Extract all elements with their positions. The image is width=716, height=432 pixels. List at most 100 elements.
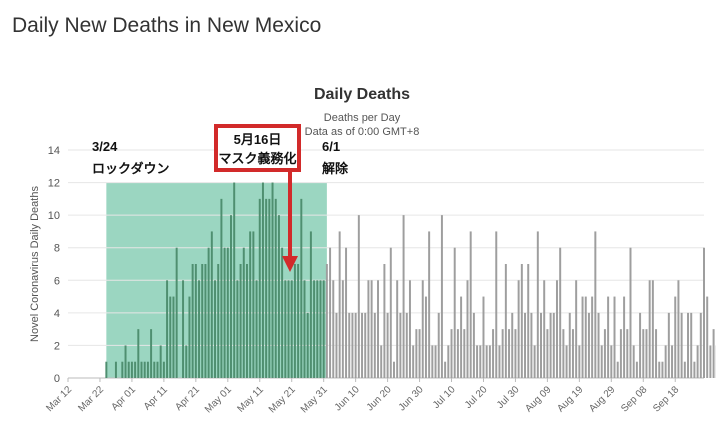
bar <box>303 280 306 378</box>
bar <box>271 182 274 378</box>
bar <box>543 280 546 378</box>
bar <box>124 345 127 378</box>
bar <box>290 280 293 378</box>
bar <box>370 280 373 378</box>
bar <box>571 329 574 378</box>
bar <box>217 264 220 378</box>
bar <box>696 345 699 378</box>
bar <box>546 329 549 378</box>
bar <box>703 247 705 378</box>
bar <box>683 361 686 378</box>
bar <box>482 296 485 378</box>
bar <box>607 296 610 378</box>
x-tick-label: Apr 01 <box>109 384 138 413</box>
bar <box>367 280 370 378</box>
bar <box>386 312 389 378</box>
bar <box>456 329 459 378</box>
bar <box>198 280 201 378</box>
bar <box>261 182 264 378</box>
bar <box>223 247 226 378</box>
bar <box>383 264 386 378</box>
bar <box>626 329 629 378</box>
x-tick-label: Aug 09 <box>523 384 553 414</box>
x-tick-label: Aug 29 <box>587 384 617 414</box>
x-tick-label: Jul 30 <box>495 384 522 411</box>
bar <box>559 247 562 378</box>
bar <box>233 182 236 378</box>
bar <box>146 361 149 378</box>
bar <box>495 231 498 378</box>
lockdown-label: ロックダウン <box>92 161 170 176</box>
bar <box>405 312 408 378</box>
bar <box>690 312 693 378</box>
bar <box>552 312 555 378</box>
bar <box>562 329 565 378</box>
bar <box>460 296 463 378</box>
bar <box>357 215 360 378</box>
page-title: Daily New Deaths in New Mexico <box>12 14 322 37</box>
bar <box>361 312 364 378</box>
bar <box>226 247 229 378</box>
bar <box>332 280 335 378</box>
bar <box>255 280 258 378</box>
bar <box>130 361 133 378</box>
bar <box>568 312 571 378</box>
bar-layer <box>105 182 716 378</box>
bar <box>434 345 437 378</box>
bar <box>479 345 482 378</box>
bar <box>137 329 140 378</box>
bar <box>424 296 427 378</box>
bar <box>373 312 376 378</box>
bar <box>651 280 654 378</box>
y-tick-label: 8 <box>54 243 60 255</box>
bar <box>380 345 383 378</box>
bar <box>402 215 405 378</box>
bar <box>527 264 530 378</box>
bar <box>664 345 667 378</box>
bar <box>600 345 603 378</box>
bar <box>210 231 213 378</box>
lift-annotation: 6/1 解除 <box>322 136 348 180</box>
bar <box>377 280 379 378</box>
lockdown-date: 3/24 <box>92 139 118 154</box>
bar <box>335 312 338 378</box>
x-tick-label: Apr 11 <box>142 384 170 412</box>
bar <box>629 247 632 378</box>
bar <box>364 312 367 378</box>
bar <box>437 312 440 378</box>
bar <box>517 280 520 378</box>
bar <box>338 231 341 378</box>
chart-title: Daily Deaths <box>314 86 410 103</box>
bar <box>498 345 501 378</box>
bar <box>674 296 677 378</box>
bar <box>105 361 108 378</box>
bar <box>591 296 594 378</box>
bar <box>619 329 622 378</box>
bar <box>412 345 415 378</box>
bar <box>555 280 558 378</box>
bar <box>306 312 309 378</box>
bar <box>319 280 322 378</box>
bar <box>540 312 542 378</box>
bar <box>204 264 207 378</box>
bar <box>549 312 552 378</box>
x-tick-label: May 11 <box>235 384 266 415</box>
bar <box>354 312 357 378</box>
bar <box>677 280 680 378</box>
bar <box>450 329 453 378</box>
y-tick-label: 10 <box>48 210 60 222</box>
bar <box>645 329 648 378</box>
bar <box>661 361 664 378</box>
bar <box>648 280 651 378</box>
bar <box>639 312 642 378</box>
bar <box>524 312 527 378</box>
bar <box>488 345 491 378</box>
bar <box>466 280 469 378</box>
bar <box>603 329 606 378</box>
y-axis-label: Novel Coronavirus Daily Deaths <box>29 186 41 342</box>
x-tick-label: Sep 18 <box>651 384 681 414</box>
bar <box>316 280 319 378</box>
bar <box>610 345 613 378</box>
bar <box>201 264 204 378</box>
x-tick-label: Mar 22 <box>76 384 106 414</box>
